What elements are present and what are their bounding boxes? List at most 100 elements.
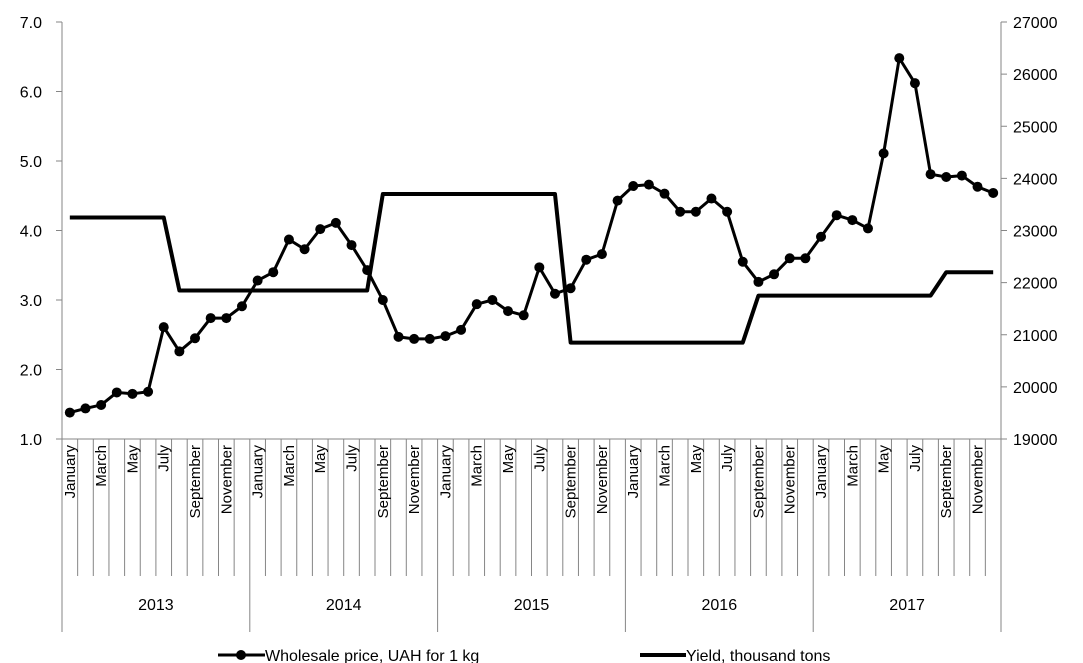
data-point-price — [330, 217, 341, 228]
month-tick-label: November — [970, 445, 987, 514]
data-point-price — [127, 388, 138, 399]
left-tick-label: 5.0 — [20, 154, 42, 171]
month-tick-label: November — [406, 445, 423, 514]
data-point-price — [800, 253, 811, 264]
data-point-price — [596, 249, 607, 260]
data-point-price — [972, 181, 983, 192]
data-point-price — [158, 322, 169, 333]
month-tick-label: July — [156, 445, 173, 472]
month-tick-label: November — [218, 445, 235, 514]
left-tick-label: 6.0 — [20, 85, 42, 102]
right-tick-label: 27000 — [1013, 15, 1058, 32]
data-point-price — [894, 53, 905, 64]
data-point-price — [956, 170, 967, 181]
month-tick-label: January — [625, 445, 642, 499]
month-tick-label: January — [813, 445, 830, 499]
month-tick-label: March — [469, 445, 486, 487]
data-point-price — [816, 231, 827, 242]
year-label: 2017 — [889, 597, 925, 614]
data-point-price — [221, 313, 232, 324]
data-point-price — [831, 210, 842, 221]
data-point-price — [471, 299, 482, 310]
month-tick-label: September — [187, 445, 204, 518]
data-point-price — [784, 253, 795, 264]
month-tick-label: March — [844, 445, 861, 487]
data-point-price — [440, 331, 451, 342]
series-line-price — [69, 56, 994, 415]
data-point-price — [111, 387, 122, 398]
data-point-price — [753, 276, 764, 287]
data-point-price — [299, 244, 310, 255]
data-point-price — [393, 331, 404, 342]
data-point-price — [236, 301, 247, 312]
data-point-price — [424, 333, 435, 344]
data-point-price — [174, 346, 185, 357]
series-layer — [64, 53, 999, 418]
data-point-price — [362, 265, 373, 276]
data-point-price — [534, 262, 545, 273]
data-point-price — [769, 269, 780, 280]
data-point-price — [878, 148, 889, 159]
data-point-price — [518, 310, 529, 321]
year-label: 2015 — [514, 597, 550, 614]
month-tick-label: May — [124, 445, 141, 474]
right-tick-label: 19000 — [1013, 432, 1058, 449]
data-point-price — [409, 333, 420, 344]
month-tick-label: March — [93, 445, 110, 487]
month-tick-label: July — [344, 445, 361, 472]
month-tick-label: May — [688, 445, 705, 474]
month-tick-label: July — [719, 445, 736, 472]
data-point-price — [988, 187, 999, 198]
data-point-price — [143, 386, 154, 397]
month-tick-label: November — [594, 445, 611, 514]
legend: Wholesale price, UAH for 1 kg Yield, tho… — [218, 648, 830, 663]
left-tick-label: 1.0 — [20, 432, 42, 449]
month-tick-label: September — [750, 445, 767, 518]
data-point-price — [722, 206, 733, 217]
month-tick-label: January — [250, 445, 267, 499]
right-tick-label: 26000 — [1013, 67, 1058, 84]
legend-label-yield: Yield, thousand tons — [686, 648, 830, 663]
right-tick-label: 24000 — [1013, 171, 1058, 188]
right-tick-label: 23000 — [1013, 224, 1058, 241]
month-tick-label: May — [876, 445, 893, 474]
data-point-price — [487, 295, 498, 305]
month-tick-label: September — [938, 445, 955, 518]
year-label: 2014 — [326, 597, 362, 614]
data-point-price — [643, 179, 654, 190]
left-tick-label: 4.0 — [20, 224, 42, 241]
data-point-price — [737, 256, 748, 267]
month-tick-label: May — [312, 445, 329, 474]
right-tick-label: 20000 — [1013, 380, 1058, 397]
data-point-price — [628, 181, 639, 192]
data-point-price — [565, 283, 576, 294]
data-point-price — [847, 215, 858, 226]
legend-label-price: Wholesale price, UAH for 1 kg — [265, 648, 479, 663]
data-point-price — [675, 206, 686, 217]
data-point-price — [862, 223, 873, 234]
data-point-price — [690, 206, 701, 217]
data-point-price — [346, 240, 357, 251]
data-point-price — [941, 171, 952, 182]
data-point-price — [315, 224, 326, 235]
month-tick-label: September — [375, 445, 392, 518]
legend-marker-price — [236, 650, 246, 660]
data-point-price — [612, 195, 623, 206]
data-point-price — [925, 169, 936, 180]
month-tick-label: September — [563, 445, 580, 518]
data-point-price — [909, 78, 920, 89]
data-point-price — [706, 193, 717, 204]
data-point-price — [377, 295, 388, 305]
data-point-price — [190, 333, 201, 344]
month-tick-label: May — [500, 445, 517, 474]
data-point-price — [659, 188, 670, 199]
data-point-price — [64, 407, 75, 418]
right-tick-label: 22000 — [1013, 276, 1058, 293]
year-label: 2013 — [138, 597, 174, 614]
right-tick-label: 21000 — [1013, 328, 1058, 345]
data-point-price — [549, 288, 560, 299]
data-point-price — [252, 275, 263, 286]
labels-layer: 1.0 2.0 3.0 4.0 5.0 6.0 7.0 19000 20000 21000 2200… — [20, 15, 1058, 614]
month-tick-label: November — [782, 445, 799, 514]
